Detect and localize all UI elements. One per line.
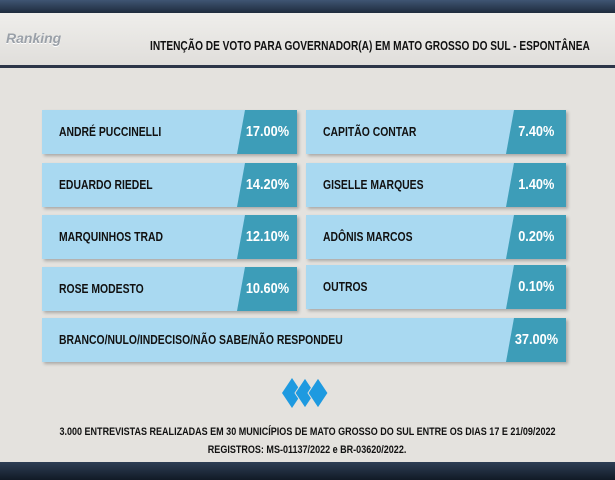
candidate-name: ANDRÉ PUCCINELLI — [59, 124, 162, 139]
result-item: EDUARDO RIEDEL 14.20% — [42, 163, 297, 207]
top-bar — [0, 0, 615, 13]
candidate-name: OUTROS — [323, 279, 368, 294]
candidate-name: ADÔNIS MARCOS — [323, 229, 413, 244]
bottom-bar — [0, 462, 615, 480]
candidate-name: EDUARDO RIEDEL — [59, 177, 153, 192]
diamonds-logo-icon — [282, 377, 329, 409]
result-item: ROSE MODESTO 10.60% — [42, 267, 297, 311]
percentage: 10.60% — [237, 267, 297, 311]
header: Ranking INTENÇÃO DE VOTO PARA GOVERNADOR… — [0, 13, 615, 68]
candidate-name: BRANCO/NULO/INDECISO/NÃO SABE/NÃO RESPON… — [59, 332, 343, 347]
percentage: 7.40% — [506, 110, 566, 154]
footer-line-2: REGISTROS: MS-01137/2022 e BR-03620/2022… — [208, 444, 407, 456]
page-title: INTENÇÃO DE VOTO PARA GOVERNADOR(A) EM M… — [150, 38, 590, 53]
percentage: 0.20% — [506, 215, 566, 259]
logo: Ranking — [6, 30, 62, 46]
result-item: MARQUINHOS TRAD 12.10% — [42, 215, 297, 259]
percentage: 14.20% — [237, 163, 297, 207]
result-item: GISELLE MARQUES 1.40% — [306, 163, 566, 207]
percentage: 0.10% — [506, 265, 566, 309]
result-item: OUTROS 0.10% — [306, 265, 566, 309]
result-item: ADÔNIS MARCOS 0.20% — [306, 215, 566, 259]
percentage: 37.00% — [506, 318, 566, 362]
candidate-name: MARQUINHOS TRAD — [59, 229, 163, 244]
result-item: ANDRÉ PUCCINELLI 17.00% — [42, 110, 297, 154]
candidate-name: ROSE MODESTO — [59, 281, 144, 296]
result-item: CAPITÃO CONTAR 7.40% — [306, 110, 566, 154]
candidate-name: CAPITÃO CONTAR — [323, 124, 417, 139]
candidate-name: GISELLE MARQUES — [323, 177, 424, 192]
percentage: 1.40% — [506, 163, 566, 207]
footer-line-1: 3.000 ENTREVISTAS REALIZADAS EM 30 MUNIC… — [59, 426, 556, 438]
result-item-undecided: BRANCO/NULO/INDECISO/NÃO SABE/NÃO RESPON… — [42, 318, 566, 362]
percentage: 12.10% — [237, 215, 297, 259]
percentage: 17.00% — [237, 110, 297, 154]
